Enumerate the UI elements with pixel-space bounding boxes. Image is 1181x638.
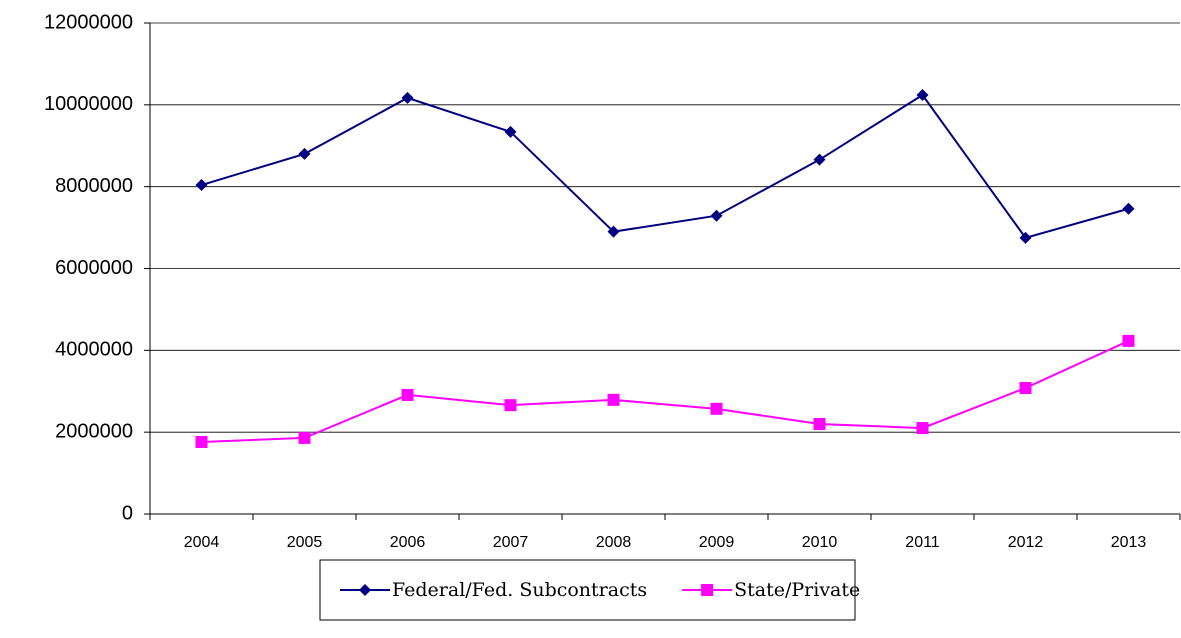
marker bbox=[298, 147, 311, 160]
marker bbox=[607, 393, 620, 406]
series-line bbox=[201, 340, 1129, 443]
marker bbox=[916, 422, 929, 435]
legend-label: Federal/Fed. Subcontracts bbox=[392, 579, 647, 601]
marker bbox=[813, 153, 826, 166]
marker bbox=[195, 179, 208, 192]
legend-item: State/Private bbox=[682, 579, 860, 601]
legend-label: State/Private bbox=[734, 579, 860, 601]
x-tick-label: 2010 bbox=[802, 534, 838, 551]
marker bbox=[710, 209, 723, 222]
marker bbox=[1122, 202, 1135, 215]
legend-item: Federal/Fed. Subcontracts bbox=[340, 579, 647, 601]
x-tick-label: 2012 bbox=[1008, 534, 1044, 551]
x-tick-label: 2011 bbox=[905, 534, 940, 551]
marker bbox=[1019, 381, 1032, 394]
y-tick-label: 12000000 bbox=[44, 11, 133, 33]
marker bbox=[1019, 231, 1032, 244]
marker bbox=[1122, 334, 1135, 347]
marker bbox=[710, 402, 723, 415]
marker bbox=[916, 89, 929, 102]
x-tick-label: 2004 bbox=[184, 534, 220, 551]
y-tick-label: 6000000 bbox=[55, 257, 133, 279]
y-tick-label: 10000000 bbox=[44, 93, 133, 115]
series-line bbox=[201, 93, 1129, 239]
marker bbox=[701, 584, 714, 596]
x-tick-label: 2006 bbox=[390, 534, 426, 551]
x-tick-label: 2008 bbox=[596, 534, 632, 551]
x-tick-label: 2005 bbox=[287, 534, 323, 551]
marker bbox=[359, 584, 371, 596]
y-tick-label: 4000000 bbox=[55, 339, 133, 361]
marker bbox=[813, 417, 826, 430]
marker bbox=[504, 399, 517, 412]
x-tick-label: 2009 bbox=[699, 534, 735, 551]
marker bbox=[195, 435, 208, 448]
legend-box bbox=[319, 559, 856, 621]
y-tick-label: 2000000 bbox=[55, 420, 133, 442]
x-tick-label: 2013 bbox=[1111, 534, 1147, 551]
y-tick-label: 8000000 bbox=[55, 175, 133, 197]
marker bbox=[607, 225, 620, 238]
x-tick-label: 2007 bbox=[493, 534, 529, 551]
y-tick-label: 0 bbox=[122, 502, 133, 524]
marker bbox=[504, 125, 517, 138]
marker bbox=[401, 388, 414, 401]
marker bbox=[401, 91, 414, 104]
marker bbox=[298, 431, 311, 444]
